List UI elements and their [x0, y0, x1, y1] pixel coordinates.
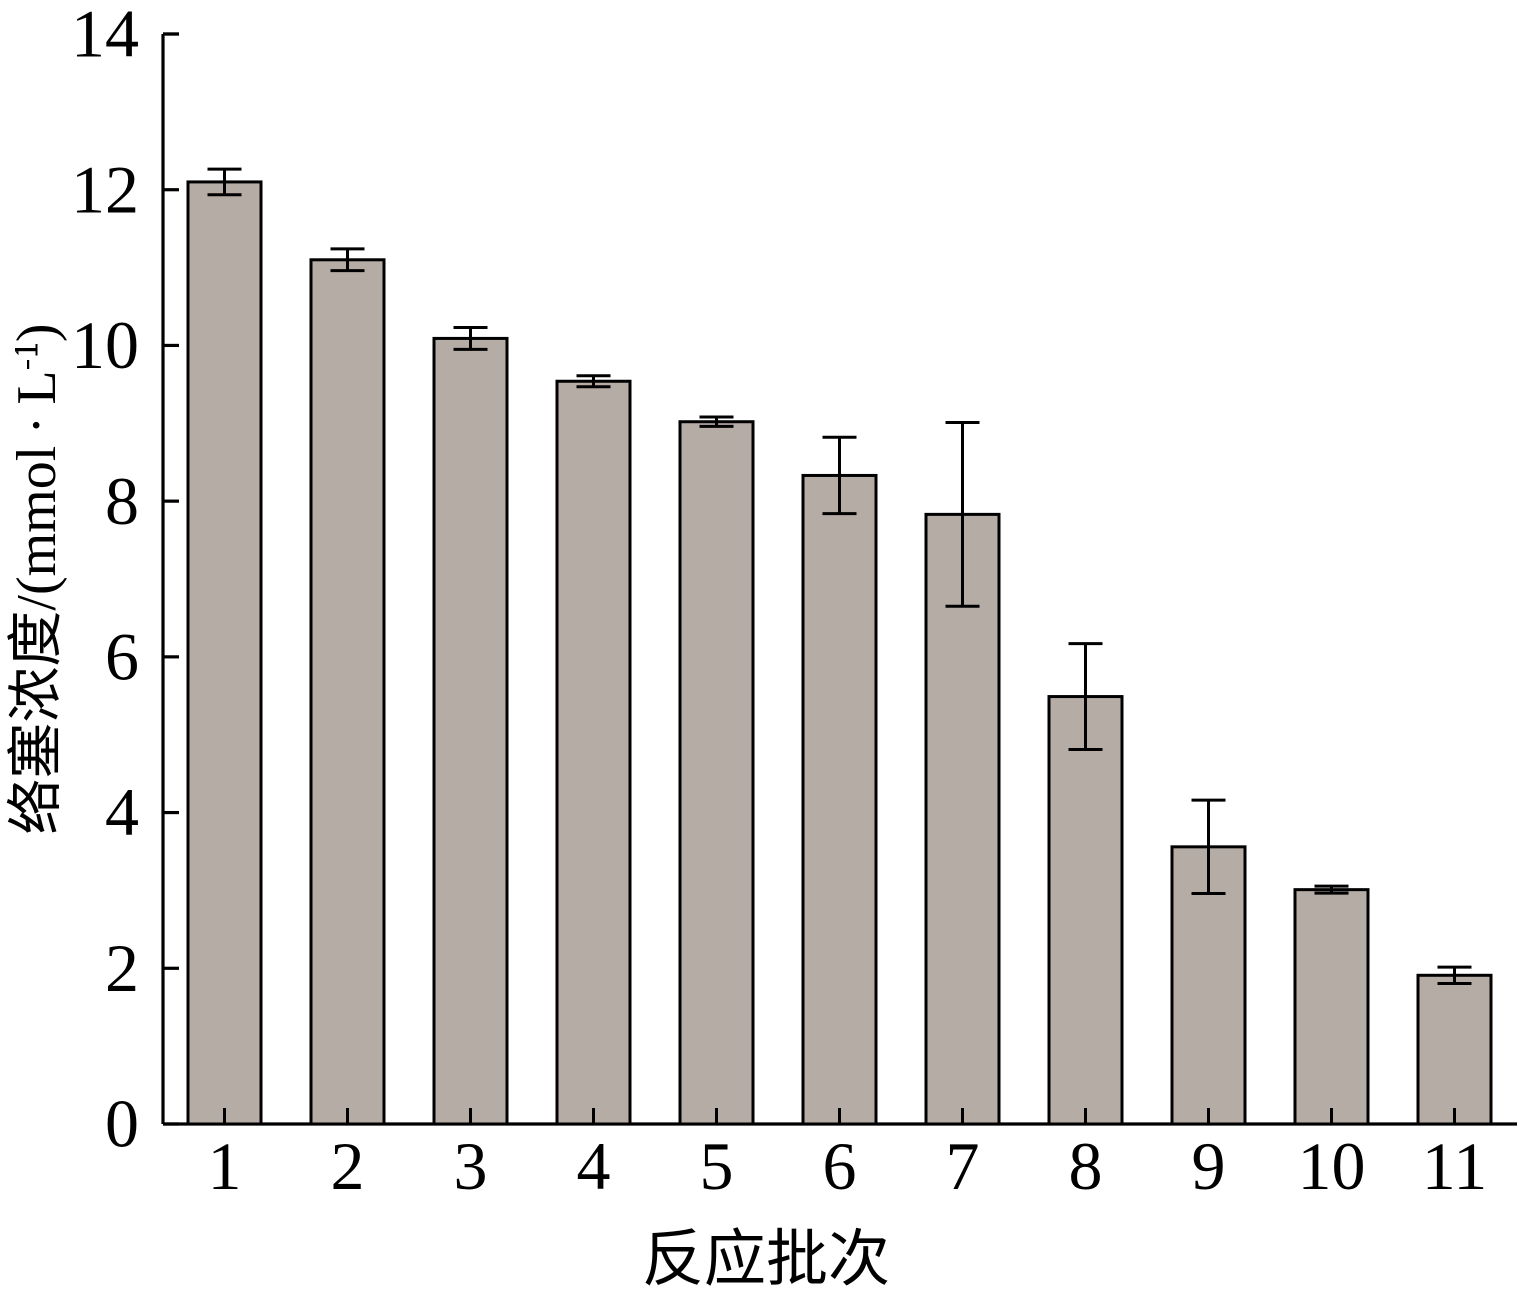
svg-text:2: 2 [105, 930, 139, 1006]
svg-text:6: 6 [105, 618, 139, 694]
svg-text:6: 6 [823, 1128, 857, 1204]
svg-text:11: 11 [1422, 1128, 1487, 1204]
svg-text:8: 8 [1069, 1128, 1103, 1204]
svg-text:络塞浓度/(mmol · L-1): 络塞浓度/(mmol · L-1) [6, 323, 68, 834]
svg-text:12: 12 [71, 151, 139, 227]
svg-text:10: 10 [1298, 1128, 1366, 1204]
svg-text:10: 10 [71, 307, 139, 383]
svg-text:14: 14 [71, 0, 139, 72]
svg-text:0: 0 [105, 1086, 139, 1162]
svg-text:4: 4 [105, 774, 139, 850]
svg-text:9: 9 [1192, 1128, 1226, 1204]
svg-text:7: 7 [946, 1128, 980, 1204]
svg-text:1: 1 [208, 1128, 242, 1204]
svg-text:2: 2 [331, 1128, 365, 1204]
svg-text:5: 5 [700, 1128, 734, 1204]
svg-text:3: 3 [454, 1128, 488, 1204]
svg-text:4: 4 [577, 1128, 611, 1204]
svg-text:8: 8 [105, 463, 139, 539]
